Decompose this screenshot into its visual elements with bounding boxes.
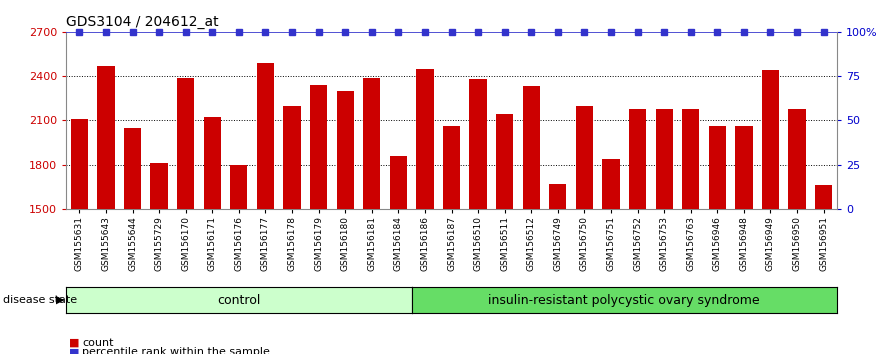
Bar [708,126,726,354]
Bar [124,128,141,354]
Text: disease state: disease state [3,295,77,305]
Bar [177,78,195,354]
Bar [576,105,593,354]
Bar [815,185,833,354]
Bar [256,63,274,354]
Bar [522,86,540,354]
Text: control: control [218,293,261,307]
Bar [151,163,167,354]
Bar [788,109,806,354]
Bar [284,105,300,354]
Bar [97,66,115,354]
Bar [310,85,327,354]
Text: count: count [82,338,114,348]
Bar [417,69,433,354]
Bar [549,184,566,354]
Text: insulin-resistant polycystic ovary syndrome: insulin-resistant polycystic ovary syndr… [488,293,760,307]
Text: percentile rank within the sample: percentile rank within the sample [82,347,270,354]
Bar [363,78,381,354]
Bar [655,109,673,354]
Bar [629,109,647,354]
Bar [603,159,619,354]
Bar [204,118,221,354]
Bar [682,109,700,354]
Bar [389,156,407,354]
Bar [337,91,354,354]
Text: ▶: ▶ [56,295,64,305]
Bar [443,126,460,354]
Bar [762,70,779,354]
Text: ■: ■ [69,347,79,354]
Bar [736,126,752,354]
Bar [496,114,514,354]
Bar [470,79,486,354]
Text: ■: ■ [69,338,79,348]
Bar [70,119,88,354]
Text: GDS3104 / 204612_at: GDS3104 / 204612_at [66,16,218,29]
Bar [230,165,248,354]
